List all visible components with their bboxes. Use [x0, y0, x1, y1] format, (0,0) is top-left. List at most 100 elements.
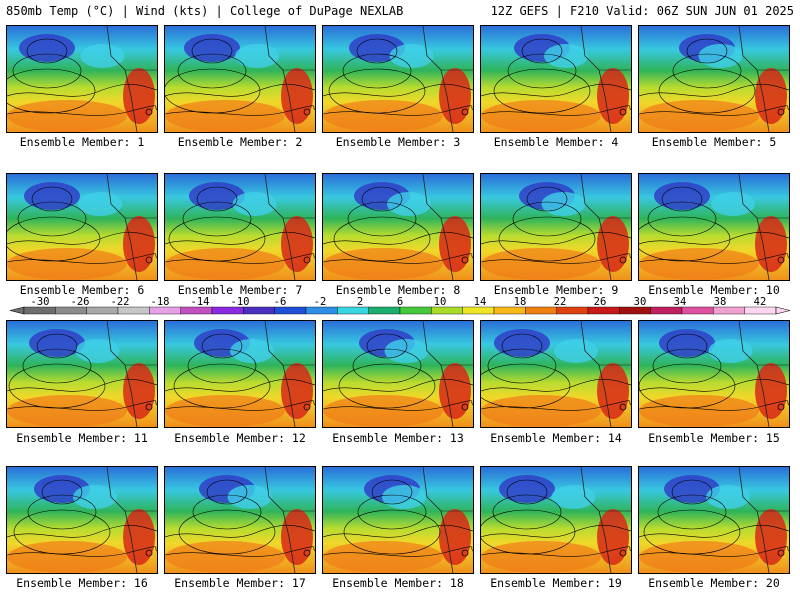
- colorbar-tick-label: -14: [191, 296, 210, 308]
- ensemble-map-panel: [480, 466, 632, 574]
- contour-line: [647, 201, 717, 237]
- temperature-colorbar: -30 -26 -22 -18 -14 -10 -6 -2 2 6 10 14 18 22 26 30 34 38…: [4, 296, 796, 318]
- ensemble-member-label: Ensemble Member: 4: [493, 135, 619, 149]
- low-center-icon: [619, 256, 627, 264]
- contour-line: [652, 348, 722, 384]
- contour-line: [338, 363, 436, 409]
- ensemble-map-panel: [480, 320, 632, 428]
- colorbar-tick-label: -6: [274, 296, 287, 308]
- contour-line: [506, 479, 548, 505]
- temperature-map: [639, 26, 789, 132]
- low-center-icon: [619, 108, 627, 116]
- warm-anomaly: [597, 216, 629, 272]
- cold-core: [184, 34, 240, 62]
- contour-line: [512, 201, 582, 237]
- contour-line: [165, 68, 261, 114]
- contour-line: [343, 509, 441, 555]
- contour-line: [507, 53, 577, 89]
- contour-line: [481, 363, 571, 409]
- contour-line: [352, 348, 422, 384]
- contour-line: [492, 494, 562, 530]
- contour-line: [196, 186, 238, 212]
- temperature-map: [639, 321, 789, 427]
- colorbar-swatch: [431, 306, 463, 315]
- warm-anomaly: [281, 216, 313, 272]
- cold-core: [24, 182, 80, 210]
- low-center-icon: [777, 256, 785, 264]
- colorbar-tick-label: -2: [314, 296, 327, 308]
- header-title: 850mb Temp (°C) | Wind (kts) | College o…: [6, 4, 404, 18]
- colorbar-svg: -30 -26 -22 -18 -14 -10 -6 -2 2 6 10 14 18 22 26 30 34 38…: [9, 296, 791, 315]
- low-center-icon: [145, 403, 153, 411]
- colorbar-swatch: [55, 306, 87, 315]
- colorbar-tick-label: 26: [594, 296, 607, 308]
- colorbar-tick-label: 22: [554, 296, 567, 308]
- contour-line: [191, 38, 233, 64]
- contour-line: [201, 333, 243, 359]
- colorbar-swatch: [23, 306, 56, 315]
- colorbar-tick-label: 10: [434, 296, 447, 308]
- contour-line: [41, 479, 83, 505]
- temperature-map: [639, 174, 789, 280]
- low-center-icon: [619, 403, 627, 411]
- colorbar-tick-label: 2: [357, 296, 363, 308]
- colorbar-swatch: [556, 306, 589, 315]
- ensemble-map-panel: [322, 173, 474, 281]
- contour-line: [671, 479, 713, 505]
- colorbar-swatch: [305, 306, 338, 315]
- low-center-icon: [303, 108, 311, 116]
- low-center-icon: [303, 256, 311, 264]
- temperature-map: [323, 321, 473, 427]
- contour-line: [17, 201, 87, 237]
- ensemble-member-label: Ensemble Member: 16: [16, 576, 148, 590]
- low-center-icon: [303, 549, 311, 557]
- colorbar-swatch: [117, 306, 150, 315]
- temperature-map: [481, 467, 631, 573]
- colorbar-swatch: [274, 306, 307, 315]
- colorbar-tick-label: 14: [474, 296, 487, 308]
- temperature-map: [165, 321, 315, 427]
- contour-line: [22, 348, 92, 384]
- low-center-icon: [461, 256, 469, 264]
- contour-line: [356, 38, 398, 64]
- ensemble-member-label: Ensemble Member: 8: [335, 283, 461, 297]
- colorbar-tick-label: -10: [231, 296, 250, 308]
- contour-line: [342, 53, 412, 89]
- warm-anomaly: [755, 216, 787, 272]
- contour-line: [182, 201, 252, 237]
- ensemble-map-panel: [638, 173, 790, 281]
- warm-anomaly: [123, 363, 155, 419]
- temperature-map: [7, 26, 157, 132]
- temperature-map: [165, 174, 315, 280]
- contour-line: [31, 186, 73, 212]
- warm-anomaly: [281, 509, 313, 565]
- ensemble-map-panel: [480, 173, 632, 281]
- colorbar-swatch: [180, 306, 213, 315]
- warm-anomaly: [597, 509, 629, 565]
- ensemble-map-panel: [164, 466, 316, 574]
- ensemble-member-label: Ensemble Member: 12: [174, 431, 306, 445]
- ensemble-member-label: Ensemble Member: 14: [490, 431, 622, 445]
- ensemble-map-panel: [6, 25, 158, 133]
- colorbar-tick-label: -30: [31, 296, 50, 308]
- contour-line: [177, 53, 247, 89]
- ensemble-member-label: Ensemble Member: 10: [648, 283, 780, 297]
- ensemble-member-label: Ensemble Member: 19: [490, 576, 622, 590]
- colorbar-swatch: [681, 306, 714, 315]
- warm-anomaly: [755, 509, 787, 565]
- contour-line: [27, 494, 97, 530]
- low-center-icon: [145, 256, 153, 264]
- ensemble-map-panel: [164, 25, 316, 133]
- ensemble-map-panel: [322, 466, 474, 574]
- ensemble-map-panel: [322, 25, 474, 133]
- colorbar-swatch: [650, 306, 683, 315]
- ensemble-member-label: Ensemble Member: 7: [177, 283, 303, 297]
- colorbar-tick-label: 6: [397, 296, 403, 308]
- warm-anomaly: [439, 68, 471, 124]
- contour-line: [13, 509, 111, 555]
- temperature-map: [165, 26, 315, 132]
- warm-anomaly: [597, 363, 629, 419]
- colorbar-tick-label: -26: [71, 296, 90, 308]
- ensemble-member-label: Ensemble Member: 20: [648, 576, 780, 590]
- ensemble-map-panel: [638, 320, 790, 428]
